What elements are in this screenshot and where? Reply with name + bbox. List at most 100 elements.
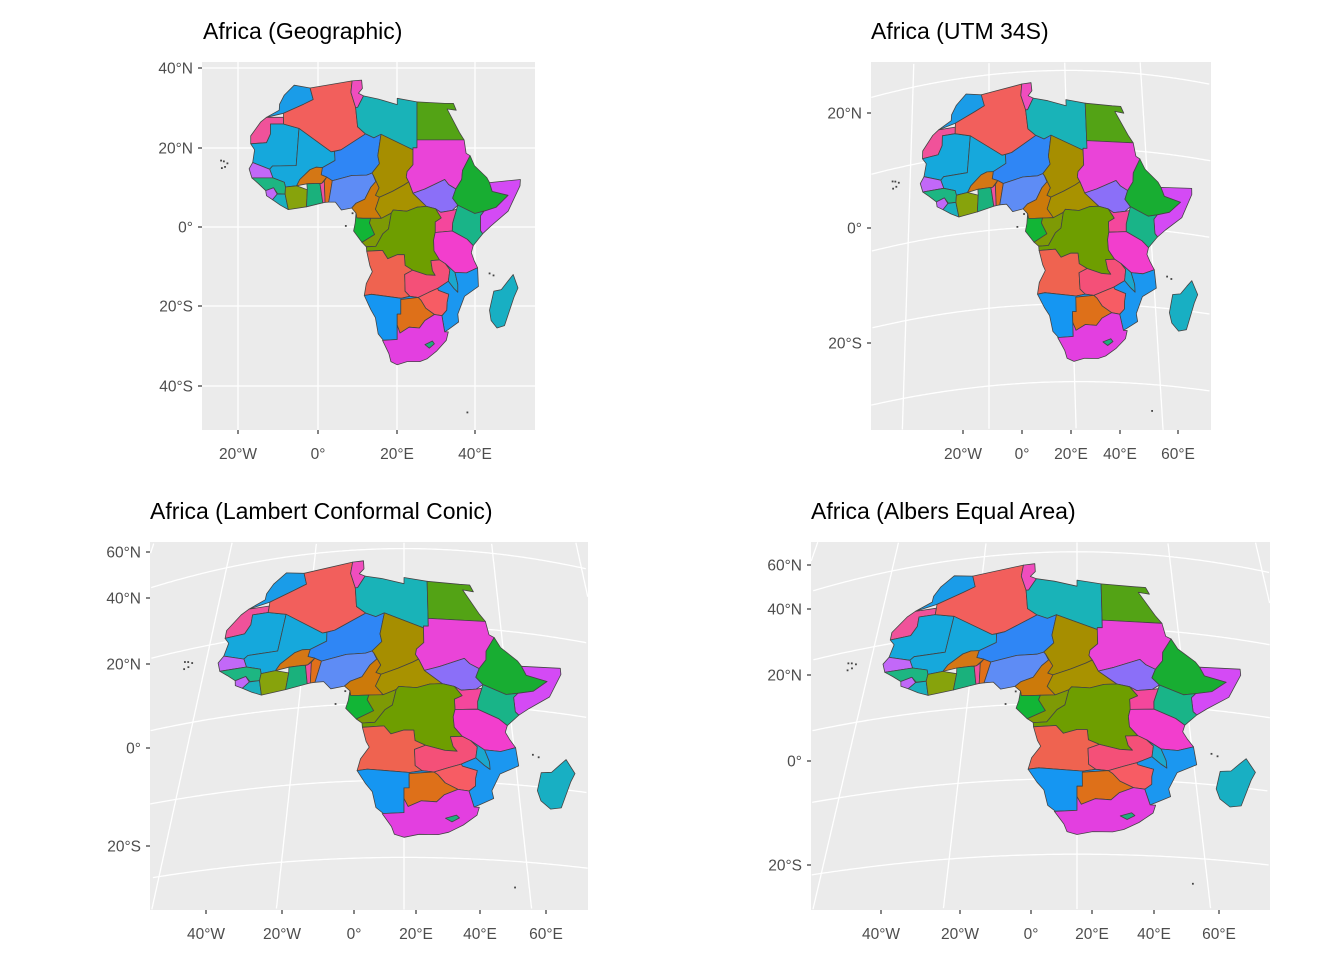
y-tick-label: 20°N: [106, 657, 141, 674]
x-tick-label: 20°W: [944, 446, 982, 463]
country-shape: [489, 274, 519, 329]
island-shape: [1014, 690, 1017, 693]
meridian-line: [575, 542, 588, 597]
y-tick-label: 20°S: [828, 336, 862, 353]
island-shape: [1166, 275, 1169, 278]
x-tick-label: 20°E: [1075, 926, 1109, 943]
panel-title: Africa (Geographic): [203, 18, 402, 44]
map-panel-4: Africa (Albers Equal Area) 60°N 40°N 20°N 0°…: [767, 498, 1270, 943]
island-shape: [514, 886, 516, 889]
island-shape: [187, 661, 190, 663]
x-tick-label: 20°E: [380, 446, 414, 463]
x-tick-label: 20°E: [399, 926, 433, 943]
x-tick-label: 60°E: [1202, 926, 1236, 943]
parallel-line: [151, 547, 586, 589]
y-tick-label: 40°N: [158, 61, 193, 78]
island-shape: [344, 225, 347, 227]
island-shape: [1170, 278, 1173, 280]
meridian-line: [901, 63, 915, 430]
y-tick-label: 0°: [126, 741, 141, 758]
x-tick-label: 20°E: [1054, 446, 1088, 463]
island-shape: [184, 661, 186, 663]
x-tick-label: 40°W: [187, 926, 225, 943]
country-shape: [1169, 280, 1199, 332]
panel-title: Africa (Lambert Conformal Conic): [150, 498, 493, 524]
y-tick-label: 20°S: [107, 839, 141, 856]
x-tick-label: 60°E: [1161, 446, 1195, 463]
island-shape: [850, 662, 853, 665]
x-tick-label: 40°E: [1103, 446, 1137, 463]
map-panel-1: Africa (Geographic) 40°N 20°N 0° 20°S 40°S 20°…: [158, 18, 535, 463]
parallel-line: [871, 69, 1210, 99]
country-shape: [1057, 312, 1128, 362]
island-shape: [187, 666, 190, 669]
x-tick-label: 60°E: [529, 926, 563, 943]
x-tick-label: 40°W: [862, 926, 900, 943]
y-tick-label: 40°N: [106, 591, 141, 608]
country-shape: [1215, 758, 1256, 808]
island-shape: [1210, 752, 1213, 755]
y-tick-label: 60°N: [106, 545, 141, 562]
map-panel-3: Africa (Lambert Conformal Conic) 60°N 40°N…: [106, 498, 588, 943]
x-tick-label: 0°: [1015, 446, 1030, 463]
x-tick-label: 0°: [311, 446, 326, 463]
y-tick-label: 20°N: [158, 141, 193, 158]
island-shape: [851, 667, 853, 670]
countries: [183, 560, 576, 889]
country-shape: [1119, 812, 1136, 820]
country-shape: [424, 340, 435, 349]
country-shape: [1129, 686, 1159, 710]
x-tick-label: 40°E: [463, 926, 497, 943]
island-shape: [351, 212, 354, 215]
country-shape: [382, 314, 449, 366]
country-shape: [1102, 338, 1114, 346]
meridian-line: [812, 542, 900, 910]
island-shape: [1023, 213, 1025, 215]
y-tick-label: 60°N: [767, 558, 802, 575]
meridian-line: [811, 542, 819, 562]
x-tick-label: 0°: [1024, 926, 1039, 943]
island-shape: [183, 668, 186, 671]
x-tick-label: 20°W: [219, 446, 257, 463]
country-shape: [381, 789, 480, 838]
x-tick-label: 20°W: [263, 926, 301, 943]
island-shape: [846, 669, 849, 672]
island-shape: [891, 180, 894, 183]
parallel-line: [152, 856, 588, 879]
country-shape: [445, 814, 460, 823]
parallel-line: [813, 551, 1270, 592]
island-shape: [466, 411, 469, 414]
island-shape: [220, 167, 223, 169]
island-shape: [220, 159, 222, 162]
island-shape: [344, 690, 347, 693]
island-shape: [897, 181, 900, 184]
country-shape: [284, 185, 308, 210]
country-shape: [1053, 787, 1156, 835]
island-shape: [895, 185, 898, 188]
island-shape: [1016, 225, 1019, 228]
island-shape: [855, 663, 857, 666]
island-shape: [191, 662, 194, 664]
y-tick-label: 0°: [787, 754, 802, 771]
meridian-line: [1139, 62, 1164, 430]
country-shape: [1107, 208, 1130, 233]
y-tick-label: 0°: [847, 221, 862, 238]
panel-title: Africa (UTM 34S): [871, 18, 1049, 44]
x-tick-label: 0°: [347, 926, 362, 943]
island-shape: [334, 703, 337, 705]
island-shape: [847, 662, 850, 665]
island-shape: [892, 187, 895, 190]
meridian-line: [1254, 542, 1270, 604]
island-shape: [492, 274, 495, 277]
x-tick-label: 40°E: [458, 446, 492, 463]
island-shape: [537, 756, 540, 759]
island-shape: [488, 272, 491, 275]
island-shape: [531, 753, 534, 756]
parallel-line: [871, 380, 1210, 406]
parallel-line: [872, 303, 1210, 329]
country-shape: [453, 686, 483, 710]
island-shape: [1191, 882, 1194, 885]
map-panel-2: Africa (UTM 34S) 20°N 0° 20°S 20°W 0° 20°E 40°E…: [827, 18, 1211, 463]
meridian-line: [490, 543, 533, 909]
island-shape: [1216, 755, 1219, 758]
